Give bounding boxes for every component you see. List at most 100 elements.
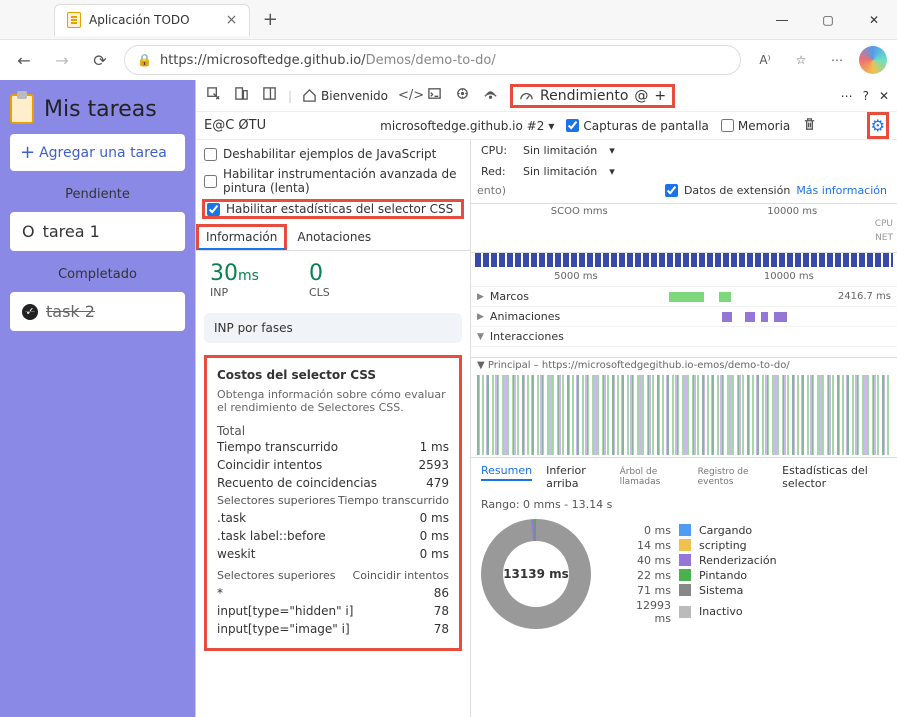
dock-icon[interactable]: [260, 86, 278, 105]
tab-annotations[interactable]: Anotaciones: [287, 224, 381, 250]
col-selectors: Selectores superiores: [217, 569, 335, 582]
more-tools-icon[interactable]: ⋯: [841, 89, 853, 103]
track-interactions[interactable]: ▼ Interacciones: [471, 327, 897, 347]
console-icon[interactable]: [426, 86, 444, 105]
gear-icon[interactable]: ⚙: [871, 116, 885, 135]
swatch-icon: [679, 539, 691, 551]
legend-row: 71 msSistema: [621, 583, 777, 598]
donut-center: 13139 ms: [503, 567, 569, 581]
window-titlebar: Aplicación TODO × + ― ▢ ✕: [0, 0, 897, 40]
insights-tabs: Información Anotaciones: [196, 224, 470, 251]
screenshots-label: Capturas de pantalla: [583, 119, 708, 133]
perf-add[interactable]: +: [654, 88, 666, 104]
cpu-throttle[interactable]: CPU:Sin limitación▾: [481, 144, 615, 157]
time-donut: 13139 ms: [481, 519, 591, 629]
time-tick: 10000 ms: [764, 271, 814, 282]
swatch-icon: [679, 569, 691, 581]
opt-disable-js[interactable]: Deshabilitar ejemplos de JavaScript: [204, 144, 462, 164]
welcome-label: Bienvenido: [321, 89, 388, 103]
time-tick: 5000 ms: [554, 271, 598, 282]
legend-row: 12993 msInactivo: [621, 598, 777, 626]
sources-icon[interactable]: [454, 86, 472, 105]
opt-paint-instr[interactable]: Habilitar instrumentación avanzada de pi…: [204, 164, 462, 198]
track-time: 2416.7 ms: [838, 291, 891, 302]
clear-icon[interactable]: [802, 117, 817, 135]
cpu-label: CPU:: [481, 144, 511, 157]
maximize-button[interactable]: ▢: [805, 0, 851, 40]
back-button[interactable]: ←: [10, 46, 38, 74]
tab-calltree[interactable]: Árbol de llamadas: [620, 467, 684, 487]
expand-icon[interactable]: ▼: [477, 332, 484, 342]
legend-row: 40 msRenderización: [621, 553, 777, 568]
close-window-button[interactable]: ✕: [851, 0, 897, 40]
legend-row: 0 msCargando: [621, 523, 777, 538]
task-item-done[interactable]: ✓ task 2: [10, 292, 185, 331]
selector-row: *86: [217, 584, 449, 602]
selector-row: .task0 ms: [217, 509, 449, 527]
task-item[interactable]: O tarea 1: [10, 212, 185, 251]
browser-tab[interactable]: Aplicación TODO ×: [54, 4, 250, 36]
devtools-tabstrip: | Bienvenido </> Rendimiento @ + ⋯ ? ✕: [196, 80, 897, 112]
tab-close-icon[interactable]: ×: [226, 12, 238, 28]
address-bar: ← → ⟳ 🔒 https://microsoftedge.github.io/…: [0, 40, 897, 80]
tab-summary[interactable]: Resumen: [481, 464, 532, 481]
opt-label: Habilitar estadísticas del selector CSS: [226, 202, 453, 216]
legend-row: 22 msPintando: [621, 568, 777, 583]
radio-icon[interactable]: O: [22, 222, 35, 241]
opt-css-checkbox[interactable]: [207, 203, 220, 216]
welcome-tab[interactable]: Bienvenido: [302, 88, 388, 103]
url-input[interactable]: 🔒 https://microsoftedge.github.io/Demos/…: [124, 45, 741, 75]
perf-sidebar: Deshabilitar ejemplos de JavaScript Habi…: [196, 140, 471, 717]
tab-selector-stats[interactable]: Estadísticas del selector: [782, 464, 887, 490]
tab-eventlog[interactable]: Registro de eventos: [698, 467, 769, 487]
inspect-icon[interactable]: [204, 86, 222, 105]
expand-icon[interactable]: ▶: [477, 312, 484, 322]
col-attempts: Coincidir intentos: [353, 569, 449, 582]
stat-row: Tiempo transcurrido1 ms: [217, 438, 449, 456]
new-tab-button[interactable]: +: [256, 6, 284, 34]
overview-strip[interactable]: CPU NET: [471, 219, 897, 253]
selector-row: .task label::before0 ms: [217, 527, 449, 545]
elements-icon[interactable]: </>: [398, 88, 416, 103]
frames-strip[interactable]: [475, 253, 893, 267]
add-task-label: Agregar una tarea: [39, 145, 167, 161]
performance-tab[interactable]: Rendimiento @ +: [510, 84, 675, 108]
minimize-button[interactable]: ―: [759, 0, 805, 40]
tab-info[interactable]: Información: [196, 224, 287, 250]
device-icon[interactable]: [232, 86, 250, 105]
overview-ruler: SCOO mms 10000 ms: [471, 203, 897, 219]
more-icon[interactable]: ⋯: [823, 46, 851, 74]
help-icon[interactable]: ?: [863, 89, 869, 103]
main-thread-section: ▼ Principal – https://microsoftedgegithu…: [471, 357, 897, 457]
favicon-icon: [67, 12, 81, 28]
check-icon[interactable]: ✓: [22, 304, 38, 320]
copilot-icon[interactable]: [859, 46, 887, 74]
memory-checkbox[interactable]: Memoria: [721, 119, 790, 133]
summary-panel: Rango: 0 mms - 13.14 s 13139 ms 0 msCarg…: [471, 492, 897, 635]
add-task-button[interactable]: + Agregar una tarea: [10, 134, 185, 171]
reload-button[interactable]: ⟳: [86, 46, 114, 74]
inp-metric: 30ms INP: [210, 261, 259, 299]
track-frames[interactable]: ▶ Marcos 2416.7 ms: [471, 287, 897, 307]
inp-phases-card[interactable]: INP por fases: [204, 313, 462, 343]
perf-main: CPU:Sin limitación▾ Red:Sin limitación▾ …: [471, 140, 897, 717]
target-dropdown[interactable]: microsoftedge.github.io #2 ▾: [380, 119, 554, 133]
track-label: Marcos: [490, 290, 529, 303]
chevron-down-icon: ▾: [609, 165, 615, 178]
expand-icon[interactable]: ▶: [477, 292, 484, 302]
net-throttle[interactable]: Red:Sin limitación▾: [481, 165, 615, 178]
more-info-link[interactable]: Más información: [796, 184, 887, 197]
favorite-icon[interactable]: ☆: [787, 46, 815, 74]
track-animations[interactable]: ▶ Animaciones: [471, 307, 897, 327]
flame-chart[interactable]: [477, 375, 891, 455]
screenshots-checkbox[interactable]: Capturas de pantalla: [566, 119, 708, 133]
ext-data-checkbox[interactable]: [665, 184, 678, 197]
read-aloud-icon[interactable]: A⁾: [751, 46, 779, 74]
devtools-close-icon[interactable]: ✕: [879, 89, 889, 103]
tab-bottomup[interactable]: Inferior arriba: [546, 464, 606, 490]
track-label: Interacciones: [490, 330, 564, 343]
legend-row: 14 msscripting: [621, 538, 777, 553]
net-label: Red:: [481, 165, 511, 178]
network-icon[interactable]: [482, 86, 500, 105]
summary-tabs: Resumen Inferior arriba Árbol de llamada…: [471, 457, 897, 492]
